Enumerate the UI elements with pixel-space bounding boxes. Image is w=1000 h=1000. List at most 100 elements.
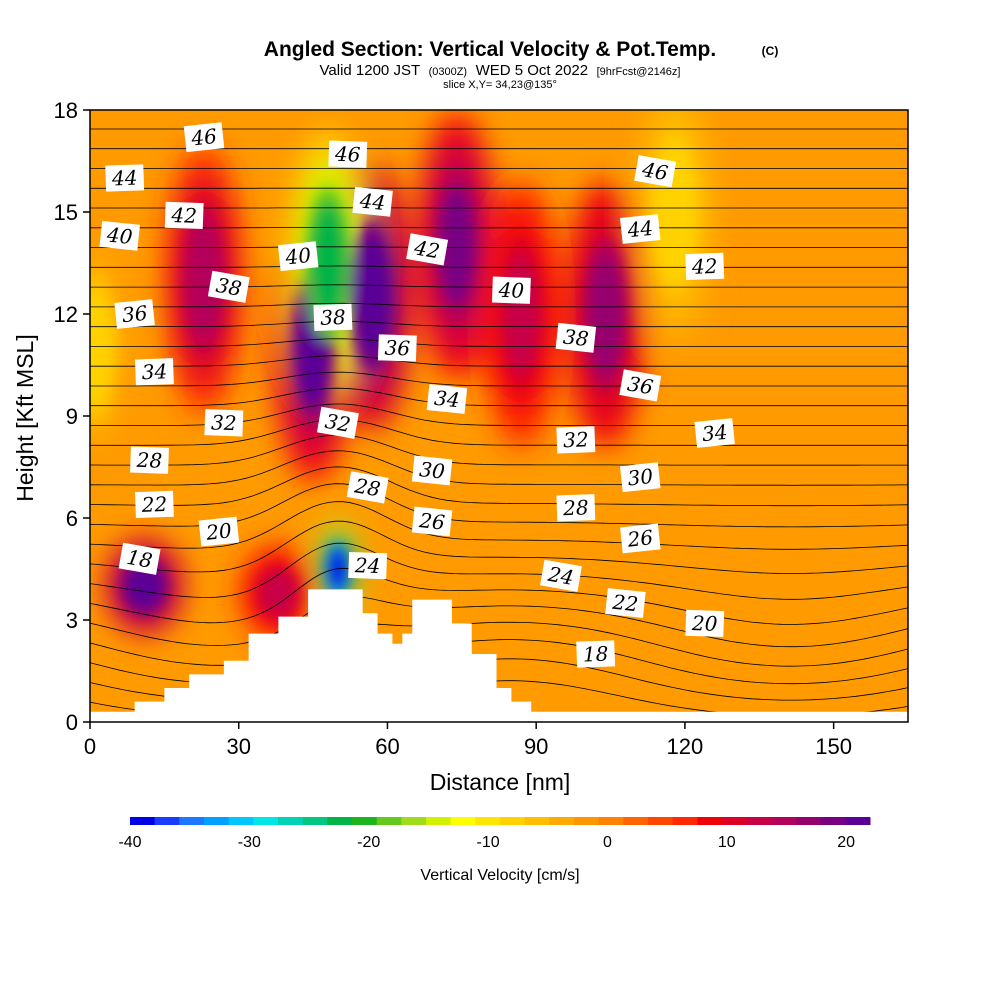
theta-contour-line [90, 355, 908, 367]
colorbar-swatch [228, 817, 254, 825]
contour-label-box [164, 201, 204, 230]
contour-label-box [207, 270, 250, 303]
y-tick-label: 9 [66, 404, 78, 429]
velocity-cell-updraft [503, 254, 540, 374]
y-tick-label: 6 [66, 506, 78, 531]
contour-label-box [348, 551, 388, 580]
contour-label-text: 18 [125, 545, 154, 573]
theta-contour-line [90, 265, 908, 268]
contour-label-box [377, 334, 417, 362]
y-tick-label: 18 [54, 98, 78, 123]
contour-label-box [685, 252, 725, 281]
colorbar-swatch [352, 817, 378, 825]
contour-label: 20 [198, 516, 240, 547]
contour-label-text: 42 [412, 235, 442, 263]
contour-label-box [411, 455, 453, 486]
colorbar-swatch [722, 817, 748, 825]
theta-contour-line [90, 302, 908, 308]
contour-label-box [316, 406, 359, 439]
colorbar-tick-label: -10 [477, 834, 500, 851]
contour-label-box [183, 122, 225, 153]
x-tick-label: 120 [667, 734, 704, 759]
plot-area [90, 110, 908, 722]
colorbar-swatch [623, 817, 649, 825]
contour-label-text: 26 [417, 508, 446, 535]
subtitle-utc-time: (0300Z) [429, 66, 468, 78]
contour-label-text: 46 [189, 124, 218, 151]
contour-label-box [634, 155, 677, 188]
contour-label-box [620, 462, 661, 493]
contour-label-text: 36 [626, 371, 656, 399]
contour-label-text: 46 [334, 142, 362, 167]
contour-label-box [135, 490, 174, 519]
contour-label-box [328, 140, 368, 168]
contour-label-text: 28 [562, 495, 589, 520]
contour-label: 38 [207, 270, 250, 303]
contour-label-text: 30 [626, 464, 654, 491]
contour-label-box [540, 559, 582, 592]
contour-label: 46 [328, 140, 368, 168]
x-tick-label: 0 [84, 734, 96, 759]
contour-label: 32 [316, 406, 359, 439]
contour-label-box [426, 384, 468, 414]
contour-label-text: 42 [170, 203, 197, 228]
contour-label-text: 20 [204, 518, 233, 545]
contour-label: 36 [114, 299, 155, 329]
contour-label-box [346, 471, 389, 504]
contour-label-text: 32 [563, 427, 589, 452]
colorbar-swatch [697, 817, 723, 825]
colorbar-swatch [746, 817, 772, 825]
contour-label-text: 28 [135, 448, 162, 473]
theta-contour-line [90, 450, 908, 486]
theta-contour-line [90, 246, 908, 248]
contour-label-text: 36 [384, 336, 411, 361]
contour-label: 24 [348, 551, 388, 580]
y-tick-label: 12 [54, 302, 78, 327]
velocity-cell-updraft [587, 254, 624, 374]
contour-label-text: 44 [111, 166, 138, 191]
contour-label: 34 [426, 384, 468, 414]
theta-contour-line [90, 501, 908, 550]
theta-contour-line [90, 567, 908, 625]
y-tick-label: 15 [54, 200, 78, 225]
contour-label: 28 [346, 471, 389, 504]
subtitle-valid-time: Valid 1200 JST [320, 62, 421, 79]
theta-contour-line [90, 320, 908, 328]
theta-contour-line [90, 419, 908, 446]
contour-label: 22 [605, 588, 646, 618]
contour-label-box [556, 494, 596, 522]
contour-label-box [114, 299, 155, 329]
contour-label-text: 18 [583, 642, 609, 667]
contour-label: 46 [634, 155, 677, 188]
colorbar-swatch [376, 817, 402, 825]
contour-label-text: 24 [353, 553, 380, 578]
contour-label: 30 [411, 455, 453, 486]
contour-label-box [556, 426, 596, 454]
colorbar-swatch [426, 817, 452, 825]
contour-label-text: 44 [358, 188, 387, 215]
y-axis-label: Height [Kft MSL] [12, 334, 38, 501]
contour-label: 44 [105, 164, 145, 192]
contour-label: 40 [99, 220, 141, 251]
contour-label-box [411, 506, 453, 537]
colorbar-tick-label: 0 [603, 834, 612, 851]
contour-label: 26 [411, 506, 453, 537]
chart-subtitle: Valid 1200 JST (0300Z) WED 5 Oct 2022 [9… [320, 62, 681, 79]
colorbar-tick-label: 20 [837, 834, 855, 851]
contour-label-box [605, 588, 646, 618]
contour-label: 28 [130, 446, 169, 474]
colorbar-swatch [648, 817, 674, 825]
contour-label: 44 [620, 214, 661, 244]
contour-label-box [313, 303, 353, 332]
colorbar-swatch [796, 817, 822, 825]
contour-label-box [130, 446, 169, 474]
colorbar-swatch [179, 817, 205, 825]
y-tick-label: 0 [66, 710, 78, 735]
colorbar-swatch [524, 817, 550, 825]
contour-label-text: 46 [640, 157, 670, 185]
contour-label-text: 38 [214, 273, 243, 301]
contour-label: 28 [556, 494, 596, 522]
contour-label-box [204, 409, 244, 437]
colorbar-swatch [253, 817, 279, 825]
colorbar-swatch [845, 817, 871, 825]
